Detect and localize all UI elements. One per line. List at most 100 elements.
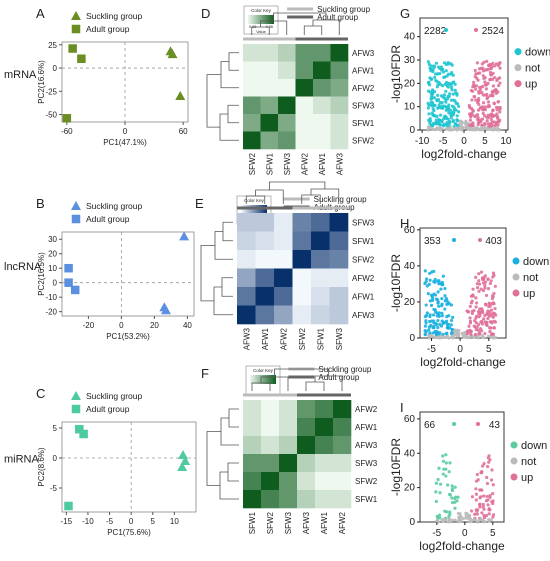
volcano-point bbox=[481, 66, 485, 70]
column-label: SFW3 bbox=[284, 511, 293, 534]
volcano-point bbox=[427, 328, 431, 332]
volcano-point bbox=[493, 320, 498, 324]
heatmap-cell bbox=[260, 114, 279, 132]
heatmap-cell bbox=[295, 114, 314, 132]
volcano-point bbox=[462, 335, 466, 339]
volcano-point bbox=[483, 80, 487, 84]
volcano-point bbox=[428, 314, 432, 319]
volcano-point bbox=[434, 61, 439, 65]
volcano-point bbox=[467, 335, 472, 340]
volcano-point bbox=[434, 481, 439, 485]
heatmap-cell bbox=[295, 44, 314, 62]
row-label: SFW1 bbox=[355, 495, 378, 504]
volcano-point bbox=[434, 490, 438, 494]
volcano-point bbox=[467, 324, 471, 328]
column-label: AFW1 bbox=[320, 511, 329, 534]
volcano-point bbox=[434, 321, 438, 326]
y-tick-label: 40 bbox=[404, 448, 416, 459]
heatmap-cell bbox=[315, 436, 334, 455]
volcano-point bbox=[496, 115, 500, 119]
column-label: SFW3 bbox=[335, 327, 344, 350]
row-label: SFW2 bbox=[355, 477, 378, 486]
volcano-point bbox=[465, 329, 469, 333]
volcano-point bbox=[468, 316, 472, 320]
y-tick-label: 60 bbox=[404, 414, 416, 425]
row-label: SFW2 bbox=[352, 255, 375, 264]
volcano-point bbox=[449, 116, 453, 120]
volcano-point bbox=[479, 471, 483, 475]
volcano-point bbox=[447, 492, 452, 497]
heatmap-cell bbox=[274, 213, 293, 232]
heatmap-cell bbox=[243, 114, 261, 132]
column-label: SFW2 bbox=[248, 152, 257, 175]
volcano-point bbox=[439, 324, 444, 328]
volcano-point bbox=[477, 67, 482, 71]
volcano-point bbox=[494, 88, 498, 93]
volcano-point bbox=[475, 512, 479, 516]
volcano-point bbox=[435, 79, 439, 83]
volcano-point bbox=[476, 323, 481, 327]
volcano-point bbox=[449, 82, 453, 87]
volcano-point bbox=[436, 83, 440, 87]
legend-label: down bbox=[523, 256, 549, 268]
volcano-point bbox=[489, 326, 493, 330]
legend-label: Adult group bbox=[86, 214, 130, 224]
y-tick-label: 20 bbox=[48, 250, 57, 259]
column-label: SFW1 bbox=[265, 152, 274, 175]
volcano-point bbox=[460, 128, 464, 132]
heatmap-cell bbox=[315, 400, 334, 419]
heatmap-cell bbox=[333, 454, 352, 473]
column-label: AFW1 bbox=[318, 152, 327, 175]
heatmap-cell bbox=[255, 305, 275, 325]
volcano-point bbox=[424, 321, 428, 325]
heatmap-cell bbox=[274, 231, 293, 251]
volcano-point bbox=[470, 111, 474, 115]
x-axis-label: PC1(53.2%) bbox=[106, 332, 150, 341]
row-dendrogram-path bbox=[206, 408, 239, 500]
volcano-point bbox=[489, 518, 493, 522]
volcano-point bbox=[490, 500, 494, 504]
heatmap-cell bbox=[261, 472, 280, 491]
volcano-point bbox=[435, 99, 439, 103]
volcano-point bbox=[446, 94, 450, 98]
volcano-point bbox=[487, 301, 491, 305]
heatmap-cell bbox=[315, 472, 334, 491]
volcano-point bbox=[488, 281, 492, 286]
volcano-point bbox=[429, 64, 434, 68]
volcano-point bbox=[482, 76, 486, 81]
volcano-point bbox=[470, 495, 475, 499]
volcano-point bbox=[480, 276, 485, 280]
volcano-point bbox=[445, 510, 449, 514]
volcano-point bbox=[434, 118, 438, 122]
heatmap-cell bbox=[260, 131, 279, 150]
volcano-point bbox=[453, 88, 457, 92]
volcano-point bbox=[491, 315, 495, 319]
heatmap-cell bbox=[260, 61, 279, 80]
x-axis-label: PC1(47.1%) bbox=[103, 138, 147, 147]
y-tick-label: 20 bbox=[404, 78, 416, 89]
volcano-point bbox=[443, 286, 447, 291]
volcano-point bbox=[455, 123, 460, 127]
volcano-point bbox=[444, 331, 448, 336]
heatmap-cell bbox=[279, 400, 298, 419]
x-tick-label: 0 bbox=[123, 127, 128, 136]
volcano-point bbox=[482, 494, 486, 498]
volcano-point bbox=[482, 107, 486, 112]
legend-marker bbox=[71, 24, 81, 34]
volcano-point bbox=[491, 61, 495, 65]
volcano-point bbox=[435, 519, 439, 523]
row-label: AFW2 bbox=[352, 274, 375, 283]
heatmap-cell bbox=[311, 268, 330, 288]
data-point bbox=[160, 305, 171, 315]
volcano-point bbox=[467, 514, 472, 518]
volcano-point bbox=[428, 103, 432, 107]
volcano-point bbox=[454, 108, 458, 112]
volcano-point bbox=[478, 71, 482, 75]
volcano-point bbox=[492, 326, 496, 330]
volcano-point bbox=[482, 335, 486, 340]
heatmap-cell bbox=[292, 287, 312, 306]
heatmap-cell bbox=[279, 490, 298, 509]
column-label: AFW1 bbox=[261, 327, 270, 350]
heatmap-cell bbox=[255, 287, 275, 306]
volcano-point bbox=[481, 464, 485, 468]
